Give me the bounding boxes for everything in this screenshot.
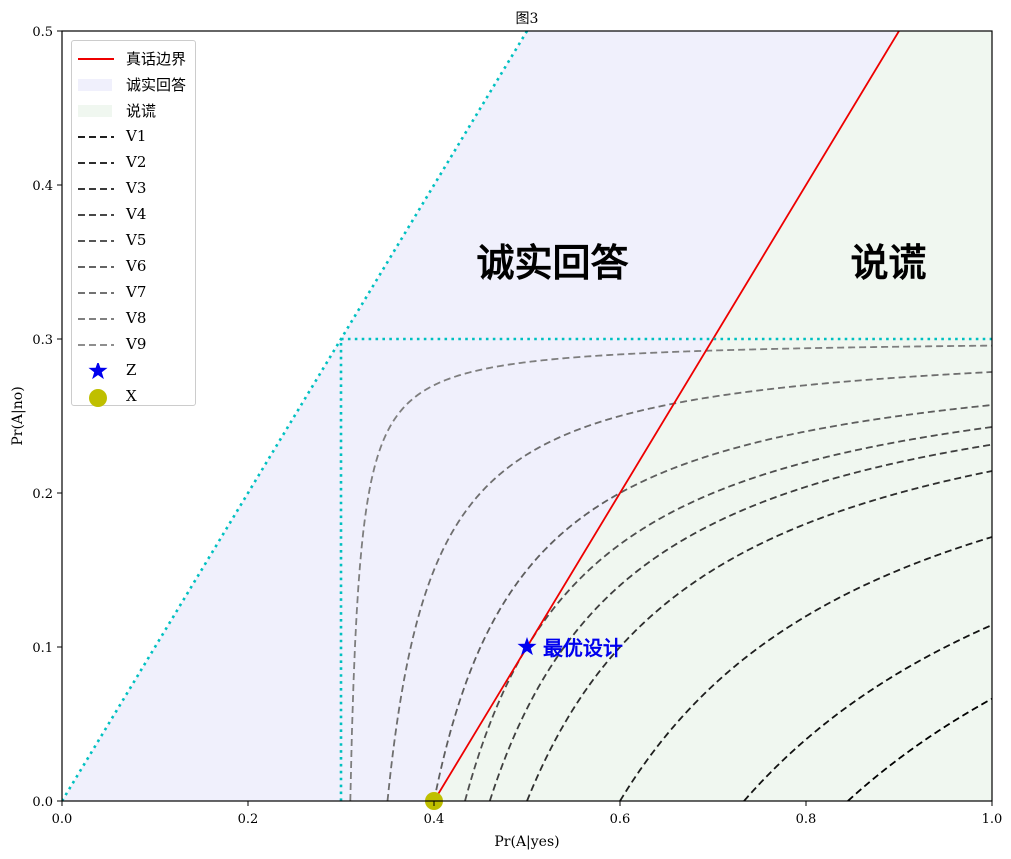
legend-item: V5 <box>72 227 195 253</box>
plot-area <box>62 31 992 801</box>
y-tick-label: 0.3 <box>32 333 53 348</box>
legend-label: V3 <box>126 179 147 197</box>
legend: 真话边界诚实回答说谎 V1 V2 V3 V4 V5 V6 V7 V8 V9 Z X <box>71 40 196 409</box>
legend-swatch-fill <box>78 103 116 117</box>
y-axis-title: Pr(A|no) <box>10 386 26 445</box>
legend-label: V1 <box>126 127 147 145</box>
region-label-lie: 说谎 <box>851 240 927 285</box>
legend-label: V6 <box>126 257 147 275</box>
legend-swatch-dashed <box>78 207 116 221</box>
curve-v7 <box>433 404 992 801</box>
optimal-design-label: 最优设计 <box>543 636 623 660</box>
curve-v4 <box>526 470 992 801</box>
legend-swatch-dashed <box>78 259 116 273</box>
x-tick-label: 0.8 <box>796 812 817 827</box>
legend-label: 诚实回答 <box>126 75 187 94</box>
star-icon <box>78 361 116 380</box>
x-tick-label: 0.6 <box>610 812 631 827</box>
circle-icon <box>78 389 116 407</box>
curve-v5 <box>488 443 992 801</box>
axes-frame <box>61 30 993 802</box>
x-axis-title: Pr(A|yes) <box>494 834 559 850</box>
x-tick-label: 1.0 <box>982 812 1003 827</box>
legend-label: 说谎 <box>126 101 157 120</box>
lie-region <box>434 31 992 801</box>
y-tick-label: 0.2 <box>32 487 53 502</box>
legend-swatch-line <box>78 51 116 65</box>
legend-swatch-dashed <box>78 129 116 143</box>
honest-region <box>62 31 899 801</box>
legend-label: X <box>126 387 137 405</box>
legend-label: V2 <box>126 153 147 171</box>
curve-v2 <box>743 624 992 801</box>
legend-label: V7 <box>126 283 147 301</box>
truth-boundary-line <box>433 31 900 801</box>
legend-item: 诚实回答 <box>72 71 195 97</box>
legend-swatch-dashed <box>78 285 116 299</box>
legend-label: V5 <box>126 231 147 249</box>
legend-label: Z <box>126 361 137 379</box>
curve-v6 <box>464 426 992 801</box>
legend-label: 真话边界 <box>126 49 187 68</box>
curve-v8 <box>386 371 992 801</box>
legend-item: V8 <box>72 305 195 331</box>
y-tick-label: 0.0 <box>32 795 53 810</box>
star-marker-z <box>517 637 537 656</box>
legend-swatch-dashed <box>78 311 116 325</box>
curve-v3 <box>619 536 992 801</box>
x-tick-label: 0.0 <box>52 812 73 827</box>
legend-swatch-dashed <box>78 155 116 169</box>
y-tick-label: 0.1 <box>32 641 53 656</box>
legend-swatch-dashed <box>78 337 116 351</box>
region-label-honest: 诚实回答 <box>477 240 630 285</box>
legend-item: V7 <box>72 279 195 305</box>
legend-label: V4 <box>126 205 147 223</box>
legend-item: V1 <box>72 123 195 149</box>
legend-item: V4 <box>72 201 195 227</box>
legend-item: V3 <box>72 175 195 201</box>
legend-swatch-dashed <box>78 233 116 247</box>
legend-swatch-dashed <box>78 181 116 195</box>
y-tick-label: 0.5 <box>32 25 53 40</box>
y-tick-label: 0.4 <box>32 179 53 194</box>
chart-title: 图3 <box>516 11 539 27</box>
legend-item: V9 <box>72 331 195 357</box>
legend-item: V2 <box>72 149 195 175</box>
legend-item: 说谎 <box>72 97 195 123</box>
x-tick-label: 0.2 <box>238 812 259 827</box>
guide-line <box>62 31 529 801</box>
legend-item: 真话边界 <box>72 45 195 71</box>
x-tick-label: 0.4 <box>424 812 445 827</box>
legend-label: V9 <box>126 335 147 353</box>
legend-label: V8 <box>126 309 147 327</box>
curve-v1 <box>847 697 992 801</box>
legend-item: V6 <box>72 253 195 279</box>
curve-v9 <box>349 344 992 801</box>
legend-item: Z <box>72 357 195 383</box>
legend-item: X <box>72 383 195 409</box>
legend-swatch-fill <box>78 77 116 91</box>
